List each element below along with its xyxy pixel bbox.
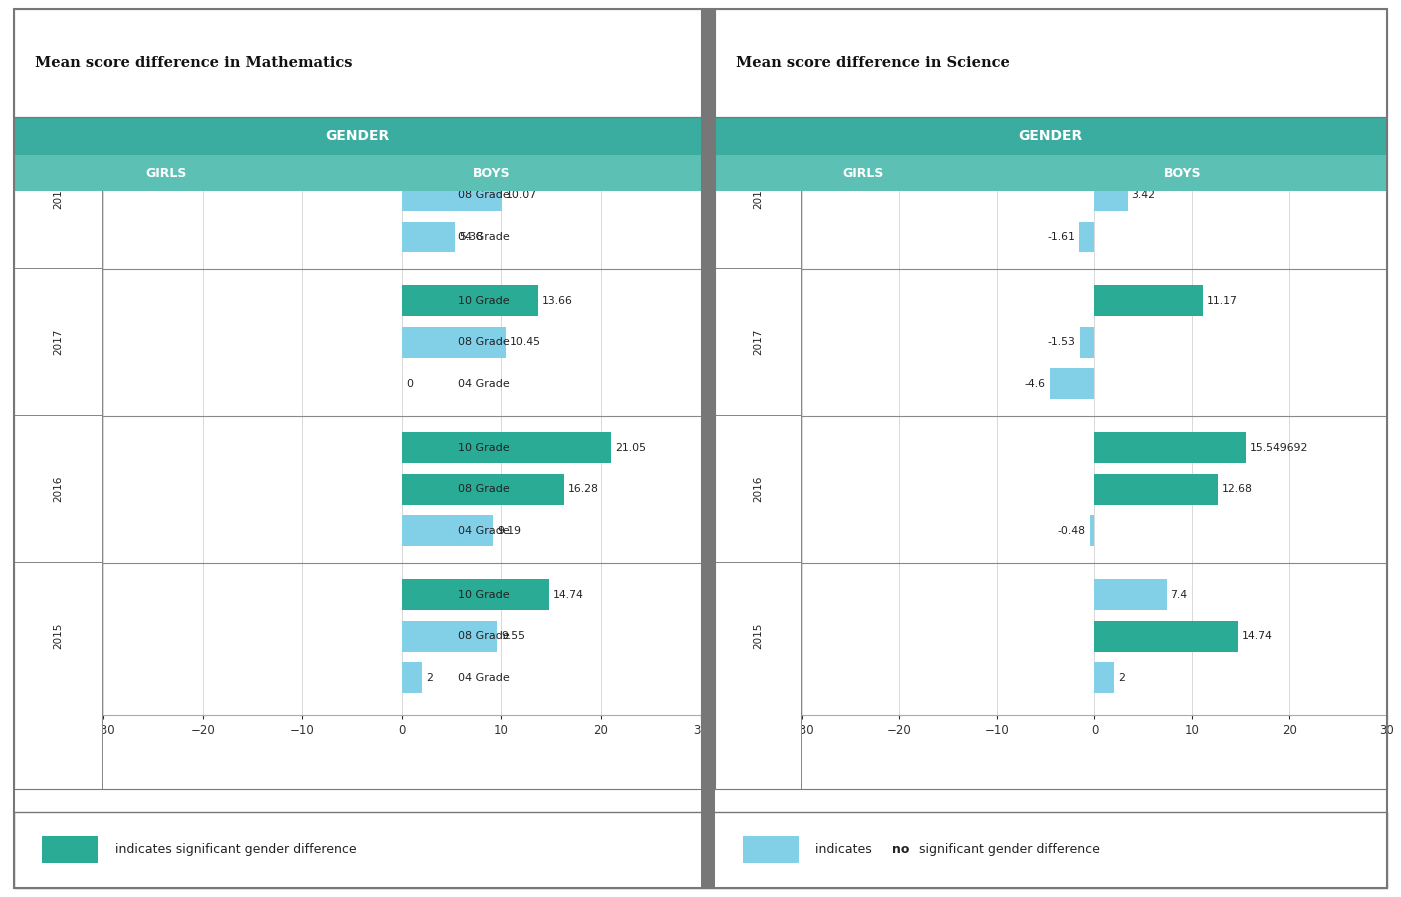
Text: 25.72: 25.72 [661, 149, 692, 159]
Text: 08 Grade: 08 Grade [458, 337, 510, 347]
Bar [402, 662, 422, 693]
Text: 2017: 2017 [53, 329, 63, 355]
Text: GENDER: GENDER [1019, 129, 1083, 143]
Bar [1094, 138, 1227, 170]
Text: 10 Grade: 10 Grade [458, 589, 510, 599]
Text: 12.68: 12.68 [1222, 484, 1252, 494]
Text: 2017: 2017 [754, 329, 764, 355]
Text: 2018: 2018 [53, 182, 63, 209]
Bar [1094, 662, 1114, 693]
Text: 9.55: 9.55 [502, 631, 525, 641]
Bar [402, 432, 611, 463]
Text: 11.17: 11.17 [1208, 296, 1238, 306]
Text: 08 Grade: 08 Grade [458, 631, 510, 641]
Text: 2: 2 [426, 673, 433, 683]
Text: 08 Grade: 08 Grade [458, 190, 510, 200]
Text: indicates significant gender difference: indicates significant gender difference [115, 843, 356, 857]
Bar [1079, 222, 1094, 252]
Text: 13.66: 13.66 [542, 296, 573, 306]
Text: GENDER: GENDER [325, 129, 389, 143]
Bar [402, 180, 502, 211]
Text: 04 Grade: 04 Grade [458, 526, 510, 536]
Text: 10.45: 10.45 [510, 337, 541, 347]
Text: 10 Grade: 10 Grade [458, 296, 510, 306]
Text: no: no [892, 843, 909, 857]
Text: -0.48: -0.48 [1058, 526, 1086, 536]
Text: 2015: 2015 [754, 623, 764, 649]
Text: significant gender difference: significant gender difference [915, 843, 1100, 857]
Text: 2016: 2016 [754, 476, 764, 502]
Text: -1.53: -1.53 [1048, 337, 1076, 347]
Text: 9.19: 9.19 [497, 526, 521, 536]
Bar [402, 327, 506, 358]
Text: GIRLS: GIRLS [843, 167, 884, 179]
Text: BOYS: BOYS [1163, 167, 1201, 179]
Text: -4.6: -4.6 [1024, 379, 1045, 389]
Text: 08 Grade: 08 Grade [458, 484, 510, 494]
Text: 04 Grade: 04 Grade [458, 379, 510, 389]
Text: 14.74: 14.74 [552, 589, 583, 599]
Text: indicates: indicates [815, 843, 876, 857]
Text: Mean score difference in Mathematics: Mean score difference in Mathematics [35, 56, 353, 70]
Text: 15.549692: 15.549692 [1250, 442, 1309, 453]
Text: 3.42: 3.42 [1132, 190, 1156, 200]
Bar [1094, 432, 1245, 463]
Text: BOYS: BOYS [472, 167, 510, 179]
Text: 10 Grade: 10 Grade [458, 442, 510, 453]
Text: -1.61: -1.61 [1047, 232, 1075, 242]
Bar [402, 516, 493, 546]
Text: 14.74: 14.74 [1243, 631, 1274, 641]
Text: 2018: 2018 [754, 182, 764, 209]
Bar [1049, 369, 1094, 399]
Bar [402, 579, 549, 610]
Bar [1094, 579, 1167, 610]
Text: Mean score difference in Science: Mean score difference in Science [736, 56, 1009, 70]
Bar [402, 621, 497, 651]
Text: 5.38: 5.38 [460, 232, 483, 242]
Text: 10.07: 10.07 [506, 190, 537, 200]
Text: 21.05: 21.05 [615, 442, 646, 453]
Text: 0: 0 [406, 379, 413, 389]
Text: 2016: 2016 [53, 476, 63, 502]
Text: 7.4: 7.4 [1170, 589, 1188, 599]
Bar [402, 474, 565, 505]
Bar [402, 285, 538, 316]
Bar [402, 222, 455, 252]
Bar [1080, 327, 1094, 358]
Text: 04 Grade: 04 Grade [458, 673, 510, 683]
Text: 2015: 2015 [53, 623, 63, 649]
Text: GIRLS: GIRLS [146, 167, 186, 179]
Bar [402, 138, 658, 170]
Bar [1094, 285, 1203, 316]
Text: 2: 2 [1118, 673, 1125, 683]
Text: 10 Grade: 10 Grade [458, 149, 510, 159]
Text: 16.28: 16.28 [567, 484, 598, 494]
Bar [1094, 180, 1128, 211]
Text: 13.62: 13.62 [1231, 149, 1262, 159]
Bar [1090, 516, 1094, 546]
Bar [1094, 621, 1238, 651]
Text: 04 Grade: 04 Grade [458, 232, 510, 242]
Bar [1094, 474, 1217, 505]
